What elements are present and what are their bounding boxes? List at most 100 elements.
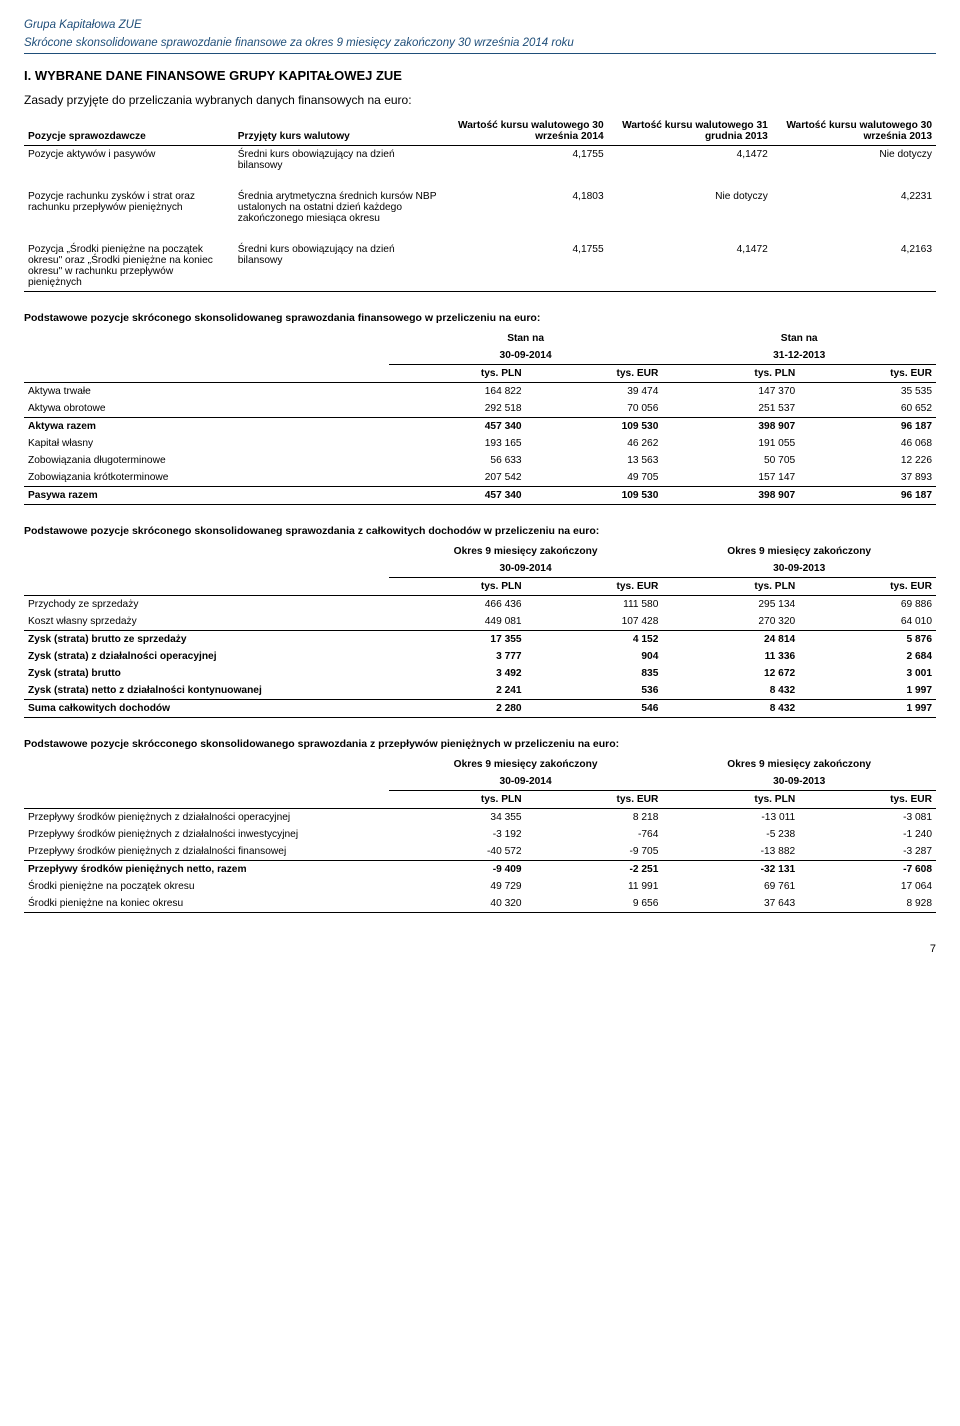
col-pln: tys. PLN <box>662 365 799 383</box>
date-a: 30-09-2014 <box>389 773 663 791</box>
date-b: 30-09-2013 <box>662 560 936 578</box>
row-label: Przepływy środków pieniężnych z działaln… <box>24 843 389 861</box>
row-label: Przepływy środków pieniężnych netto, raz… <box>24 861 389 879</box>
row-label: Przychody ze sprzedaży <box>24 596 389 614</box>
row-label: Środki pieniężne na koniec okresu <box>24 895 389 913</box>
row-value: 96 187 <box>799 418 936 436</box>
period-b: Okres 9 miesięcy zakończony <box>662 543 936 560</box>
period-b: Okres 9 miesięcy zakończony <box>662 756 936 773</box>
table-row: Zysk (strata) z działalności operacyjnej… <box>24 648 936 665</box>
financial-table: Stan naStan na30-09-201431-12-2013tys. P… <box>24 330 936 505</box>
table-row: Środki pieniężne na początek okresu49 72… <box>24 878 936 895</box>
rates-cell: 4,1755 <box>444 146 608 182</box>
table-row: Aktywa trwałe164 82239 474147 37035 535 <box>24 383 936 401</box>
row-value: 193 165 <box>389 435 526 452</box>
table-caption: Podstawowe pozycje skróconego skonsolido… <box>24 525 936 537</box>
row-value: 37 643 <box>662 895 799 913</box>
date-a: 30-09-2014 <box>389 347 663 365</box>
row-label: Aktywa obrotowe <box>24 400 389 418</box>
blank <box>24 365 389 383</box>
row-value: -9 409 <box>389 861 526 879</box>
row-value: 111 580 <box>526 596 663 614</box>
header-line2: Skrócone skonsolidowane sprawozdanie fin… <box>24 36 936 54</box>
row-value: -40 572 <box>389 843 526 861</box>
table-row: Koszt własny sprzedaży449 081107 428270 … <box>24 613 936 631</box>
row-label: Przepływy środków pieniężnych z działaln… <box>24 809 389 827</box>
col-eur: tys. EUR <box>526 365 663 383</box>
table-row: Przepływy środków pieniężnych z działaln… <box>24 809 936 827</box>
table-row: Pasywa razem457 340109 530398 90796 187 <box>24 487 936 505</box>
financial-table: Okres 9 miesięcy zakończonyOkres 9 miesi… <box>24 756 936 913</box>
rates-cell: 4,1472 <box>608 146 772 182</box>
rates-row: Pozycja „Środki pieniężne na początek ok… <box>24 234 936 292</box>
row-value: 69 886 <box>799 596 936 614</box>
row-label: Pasywa razem <box>24 487 389 505</box>
row-value: 3 777 <box>389 648 526 665</box>
rates-cell: Nie dotyczy <box>772 146 936 182</box>
row-value: 11 991 <box>526 878 663 895</box>
row-value: 457 340 <box>389 418 526 436</box>
row-value: 46 262 <box>526 435 663 452</box>
table-row: Zysk (strata) brutto ze sprzedaży17 3554… <box>24 631 936 649</box>
date-b: 30-09-2013 <box>662 773 936 791</box>
table-row: Przepływy środków pieniężnych z działaln… <box>24 826 936 843</box>
row-value: 8 218 <box>526 809 663 827</box>
table-row: Zobowiązania długoterminowe56 63313 5635… <box>24 452 936 469</box>
row-value: 536 <box>526 682 663 700</box>
table-row: Środki pieniężne na koniec okresu40 3209… <box>24 895 936 913</box>
rates-cell: Nie dotyczy <box>608 181 772 234</box>
blank <box>24 330 389 347</box>
row-label: Aktywa razem <box>24 418 389 436</box>
subtitle: Zasady przyjęte do przeliczania wybranyc… <box>24 93 936 107</box>
rates-cell: Średni kurs obowiązujący na dzień bilans… <box>234 234 444 292</box>
rates-cell: Pozycja „Środki pieniężne na początek ok… <box>24 234 234 292</box>
row-value: 5 876 <box>799 631 936 649</box>
row-label: Przepływy środków pieniężnych z działaln… <box>24 826 389 843</box>
blank <box>24 560 389 578</box>
row-value: 2 280 <box>389 700 526 718</box>
section-title: I. WYBRANE DANE FINANSOWE GRUPY KAPITAŁO… <box>24 68 936 83</box>
rates-cell: 4,2163 <box>772 234 936 292</box>
row-value: 2 684 <box>799 648 936 665</box>
row-label: Zobowiązania długoterminowe <box>24 452 389 469</box>
rates-hdr-rate: Przyjęty kurs walutowy <box>234 117 444 146</box>
row-value: 64 010 <box>799 613 936 631</box>
rates-cell: 4,1472 <box>608 234 772 292</box>
rates-cell: Średni kurs obowiązujący na dzień bilans… <box>234 146 444 182</box>
row-value: 50 705 <box>662 452 799 469</box>
row-value: 9 656 <box>526 895 663 913</box>
blank <box>24 773 389 791</box>
rates-cell: Pozycje rachunku zysków i strat oraz rac… <box>24 181 234 234</box>
row-label: Zysk (strata) z działalności operacyjnej <box>24 648 389 665</box>
blank <box>24 543 389 560</box>
table-row: Suma całkowitych dochodów2 2805468 4321 … <box>24 700 936 718</box>
table-row: Aktywa obrotowe292 51870 056251 53760 65… <box>24 400 936 418</box>
rates-row: Pozycje rachunku zysków i strat oraz rac… <box>24 181 936 234</box>
blank <box>24 347 389 365</box>
row-value: -1 240 <box>799 826 936 843</box>
row-value: -13 882 <box>662 843 799 861</box>
row-value: 1 997 <box>799 700 936 718</box>
row-value: 34 355 <box>389 809 526 827</box>
row-value: 107 428 <box>526 613 663 631</box>
col-pln: tys. PLN <box>662 791 799 809</box>
row-value: 4 152 <box>526 631 663 649</box>
row-label: Zysk (strata) brutto <box>24 665 389 682</box>
table-row: Przychody ze sprzedaży466 436111 580295 … <box>24 596 936 614</box>
table-caption: Podstawowe pozycje skrócconego skonsolid… <box>24 738 936 750</box>
row-value: 109 530 <box>526 487 663 505</box>
row-value: 457 340 <box>389 487 526 505</box>
row-value: 40 320 <box>389 895 526 913</box>
row-value: 37 893 <box>799 469 936 487</box>
row-label: Kapitał własny <box>24 435 389 452</box>
rates-hdr-positions: Pozycje sprawozdawcze <box>24 117 234 146</box>
row-value: -32 131 <box>662 861 799 879</box>
table-caption: Podstawowe pozycje skróconego skonsolido… <box>24 312 936 324</box>
row-label: Suma całkowitych dochodów <box>24 700 389 718</box>
row-label: Zysk (strata) brutto ze sprzedaży <box>24 631 389 649</box>
row-value: 835 <box>526 665 663 682</box>
col-eur: tys. EUR <box>799 365 936 383</box>
row-value: 904 <box>526 648 663 665</box>
row-value: 546 <box>526 700 663 718</box>
rates-cell: 4,2231 <box>772 181 936 234</box>
